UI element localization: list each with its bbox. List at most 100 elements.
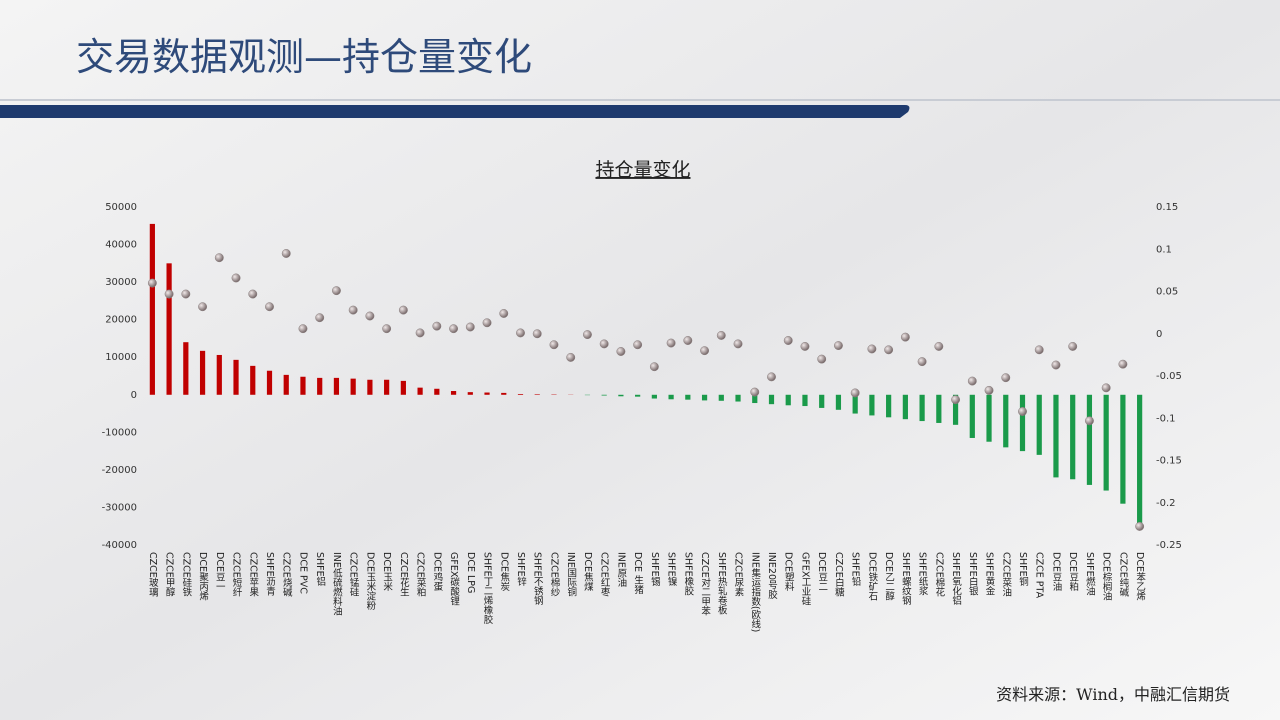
bar — [701, 394, 708, 401]
x-tick-label: CZCE短纤 — [231, 552, 243, 598]
x-tick-label: SHFE不锈钢 — [532, 552, 544, 606]
dot — [733, 339, 743, 349]
dot — [415, 328, 425, 338]
dot — [599, 339, 609, 349]
bar — [735, 394, 741, 402]
dot — [147, 278, 157, 288]
bar — [685, 394, 691, 400]
bar — [618, 394, 624, 397]
x-tick-label: SHFE白银 — [967, 552, 979, 597]
y-tick-label: 30000 — [105, 277, 137, 288]
dot — [432, 321, 442, 331]
dot — [348, 305, 358, 315]
x-tick-label: CZCE苹果 — [247, 552, 259, 598]
y2-tick-label: -0.1 — [1156, 413, 1176, 424]
bar — [869, 394, 875, 416]
dot — [1135, 521, 1145, 531]
x-tick-label: DCE铁矿石 — [866, 552, 878, 601]
y-tick-label: -20000 — [102, 465, 137, 476]
bar — [250, 365, 256, 395]
x-tick-label: INE20号胶 — [766, 552, 778, 600]
y2-tick-label: 0.05 — [1156, 287, 1178, 298]
source-note: 资料来源：Wind，中融汇信期货 — [996, 685, 1230, 704]
dot — [817, 354, 827, 364]
x-tick-label: SHFE燃油 — [1084, 552, 1096, 597]
dot — [181, 289, 191, 299]
dot — [666, 338, 676, 348]
bar — [635, 394, 641, 397]
dot — [465, 322, 475, 332]
bar — [785, 394, 791, 406]
bar — [835, 394, 842, 410]
dot — [867, 344, 877, 354]
x-tick-label: CZCE棉花 — [933, 552, 945, 598]
x-tick-label: DCE乙二醇 — [883, 552, 895, 601]
y-tick-label: 50000 — [105, 202, 137, 213]
bar — [651, 394, 657, 399]
x-tick-label: SHFE锌 — [515, 552, 527, 587]
dot — [198, 302, 208, 312]
bar — [384, 379, 390, 395]
x-tick-label: SHFE黄金 — [984, 552, 996, 596]
y-tick-label: 0 — [131, 390, 137, 401]
y2-tick-label: 0.1 — [1156, 244, 1172, 255]
dot — [499, 309, 509, 318]
x-tick-label: SHFE氧化铝 — [950, 552, 962, 606]
x-tick-label: CZCE菜粕 — [415, 552, 427, 598]
dot — [633, 340, 643, 350]
dot — [716, 330, 726, 340]
bar — [936, 394, 942, 423]
bar — [886, 394, 892, 418]
dot — [231, 273, 241, 283]
x-tick-label: CZCE玻璃 — [147, 552, 159, 598]
x-tick-label: DCE鸡蛋 — [431, 552, 443, 592]
bar — [952, 394, 959, 425]
dot — [449, 324, 459, 334]
dot — [850, 388, 860, 398]
dot — [700, 346, 710, 356]
bar — [350, 378, 356, 395]
x-tick-label: CZCE烧碱 — [281, 552, 293, 598]
dot — [951, 395, 961, 405]
x-tick-label: INE集运指数(欧线) — [749, 552, 761, 632]
dot — [164, 289, 174, 299]
y2-tick-label: -0.2 — [1156, 498, 1176, 509]
bar — [802, 394, 808, 407]
dot — [265, 302, 274, 312]
x-tick-label: DCE聚丙烯 — [197, 552, 209, 601]
dot — [281, 249, 291, 258]
bar — [752, 394, 758, 404]
bar — [601, 394, 607, 396]
dot — [750, 387, 760, 397]
bar — [902, 394, 908, 420]
bar — [266, 370, 273, 395]
x-tick-label: DCE豆一 — [214, 552, 226, 591]
x-tick-label: DCE苯乙烯 — [1134, 552, 1146, 601]
x-tick-label: CZCE硅铁 — [180, 552, 192, 598]
y-tick-label: 20000 — [105, 315, 137, 326]
bar — [501, 392, 507, 395]
dot — [616, 347, 626, 356]
x-tick-label: CZCE红枣 — [599, 552, 611, 598]
x-tick-label: SHFE热轧卷板 — [716, 552, 728, 616]
dot — [214, 253, 224, 263]
y-tick-label: -10000 — [102, 427, 137, 438]
x-tick-label: CZCE锰硅 — [348, 552, 360, 597]
dot — [482, 318, 492, 328]
x-tick-label: INE低硫燃料油 — [331, 552, 343, 616]
bar — [969, 394, 975, 438]
dot — [984, 385, 994, 395]
bar — [300, 376, 306, 395]
x-tick-label: CZCE纯碱 — [1117, 552, 1129, 598]
x-tick-label: DCE 生猪 — [632, 552, 644, 595]
y-tick-label: 10000 — [105, 352, 137, 363]
bar — [367, 379, 373, 395]
dot — [582, 330, 592, 340]
dot — [833, 341, 843, 351]
x-tick-label: CZCE尿素 — [733, 552, 745, 597]
x-tick-label: DCE焦炭 — [498, 552, 510, 592]
y2-tick-label: -0.15 — [1156, 456, 1182, 467]
dot — [549, 340, 559, 350]
x-tick-label: CZCE菜油 — [1000, 552, 1012, 598]
bar — [768, 394, 775, 405]
